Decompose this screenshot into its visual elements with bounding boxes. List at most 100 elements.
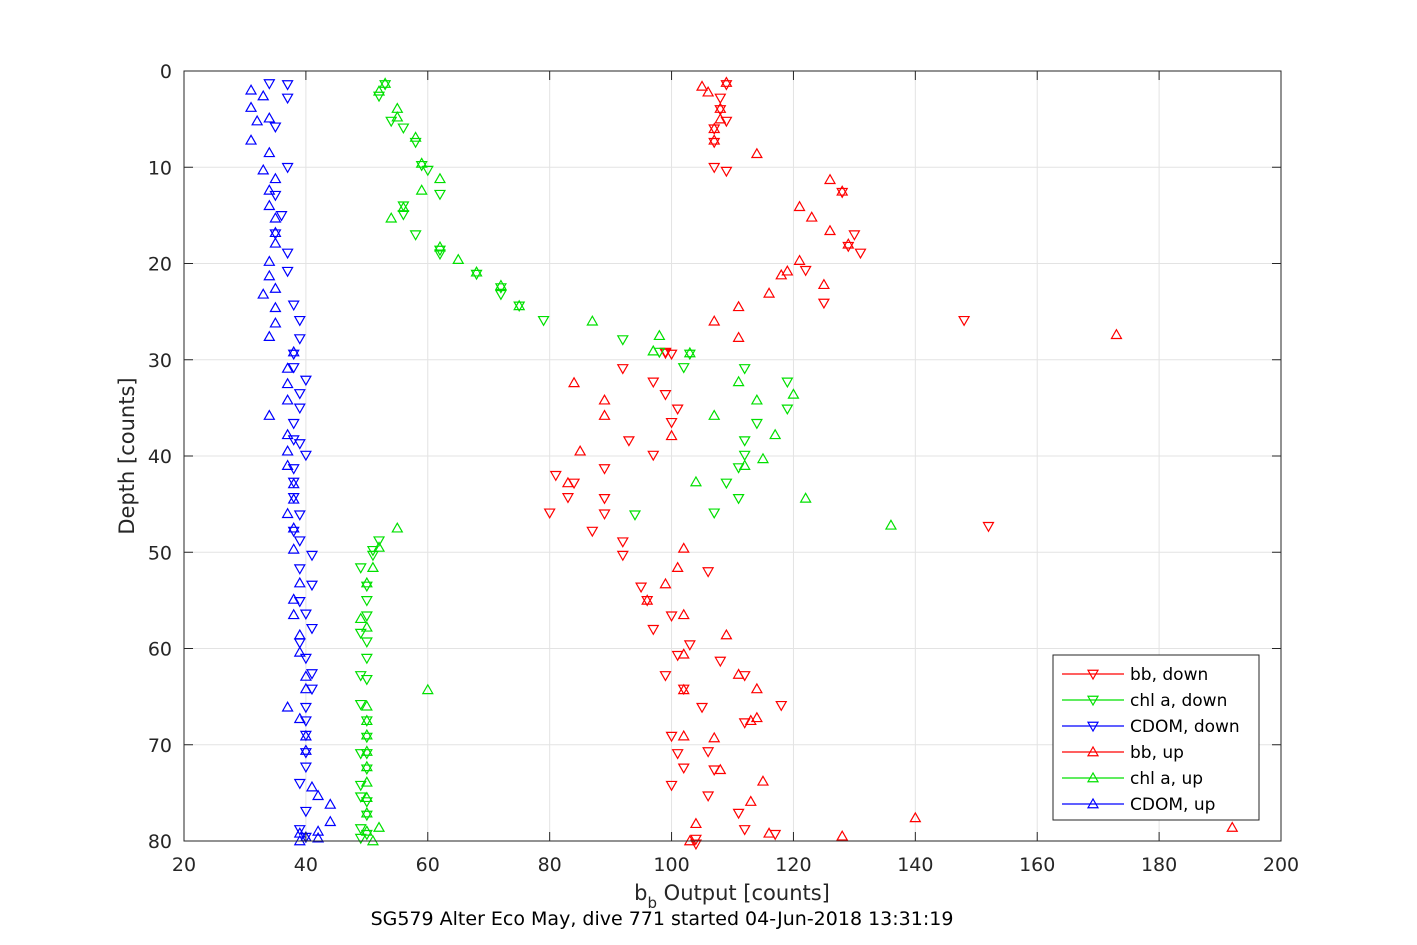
data-point	[689, 817, 702, 829]
data-point	[659, 390, 672, 401]
data-point	[470, 265, 483, 277]
data-point	[299, 729, 312, 741]
data-point	[299, 702, 312, 714]
data-point	[293, 628, 306, 640]
data-point	[360, 576, 373, 588]
x-axis-label-subscript: b	[647, 894, 657, 912]
data-point	[293, 778, 306, 790]
data-point	[360, 776, 373, 787]
data-point	[750, 147, 763, 159]
data-point	[714, 102, 727, 113]
data-point	[513, 301, 526, 313]
data-point	[720, 628, 733, 640]
data-point	[379, 80, 392, 91]
data-point	[732, 494, 745, 505]
data-point	[671, 561, 684, 573]
data-point	[305, 550, 319, 562]
data-point	[793, 200, 806, 212]
y-tick-label: 40	[148, 446, 172, 468]
data-point	[366, 834, 379, 846]
data-point	[263, 330, 276, 341]
data-point	[702, 567, 715, 578]
data-point	[281, 701, 294, 712]
data-point	[372, 821, 386, 832]
data-point	[360, 700, 373, 711]
data-point	[360, 728, 373, 740]
data-point	[750, 418, 763, 430]
data-point	[702, 85, 715, 97]
data-point	[257, 89, 270, 101]
data-point	[738, 436, 751, 447]
data-point	[293, 646, 306, 657]
data-point	[1110, 328, 1123, 340]
data-point	[665, 429, 678, 441]
data-point	[817, 278, 830, 290]
data-point	[287, 608, 300, 620]
data-point	[269, 316, 282, 328]
data-point	[305, 623, 319, 635]
data-point	[360, 716, 373, 727]
data-point	[293, 536, 306, 547]
data-point	[677, 683, 690, 695]
data-point	[281, 266, 294, 278]
legend-marker	[1086, 797, 1100, 809]
data-point	[671, 749, 684, 760]
data-point	[312, 825, 325, 836]
data-point	[598, 409, 611, 420]
data-point	[354, 612, 367, 624]
data-point	[799, 492, 812, 503]
data-point	[708, 315, 721, 326]
data-point	[269, 226, 282, 238]
data-point	[281, 459, 294, 470]
y-tick-label: 80	[148, 831, 172, 853]
data-point	[360, 760, 373, 772]
data-point	[281, 444, 294, 456]
data-point	[379, 77, 392, 88]
data-point	[281, 248, 294, 260]
data-point	[799, 265, 812, 277]
y-tick-label: 60	[148, 639, 172, 661]
data-point	[293, 510, 306, 521]
data-point	[848, 230, 861, 241]
data-point	[720, 76, 733, 87]
data-point	[415, 184, 428, 195]
data-point	[708, 134, 721, 145]
data-point	[616, 550, 629, 562]
data-point	[695, 80, 709, 91]
data-point	[397, 210, 410, 221]
data-point	[299, 375, 312, 387]
data-point	[293, 439, 306, 450]
data-point	[324, 815, 337, 827]
x-tick-label: 160	[1019, 854, 1055, 876]
data-point	[677, 729, 690, 741]
data-point	[293, 834, 306, 846]
data-point	[245, 134, 258, 145]
data-point	[397, 123, 410, 134]
data-point	[708, 162, 721, 174]
legend-label: bb, up	[1130, 743, 1184, 763]
data-point	[763, 827, 776, 838]
data-point	[269, 301, 282, 313]
data-point	[598, 494, 611, 505]
data-point	[409, 230, 422, 241]
data-point	[750, 393, 763, 405]
data-point	[360, 825, 373, 836]
data-point	[293, 403, 306, 415]
data-point	[299, 609, 312, 621]
data-point	[263, 199, 276, 211]
data-point	[665, 780, 678, 792]
legend-marker	[1086, 771, 1100, 783]
data-point	[909, 811, 922, 823]
data-point	[671, 404, 684, 416]
x-axis-ticks: 20 40 60 80 100 120 140 160 180 200	[172, 71, 1299, 876]
data-point	[494, 279, 507, 290]
data-point	[281, 428, 294, 440]
data-point	[251, 114, 264, 126]
data-point	[494, 283, 507, 294]
data-point	[714, 656, 727, 668]
data-point	[287, 521, 300, 533]
data-point	[366, 550, 379, 562]
data-point	[1226, 821, 1239, 832]
data-point	[397, 201, 410, 213]
